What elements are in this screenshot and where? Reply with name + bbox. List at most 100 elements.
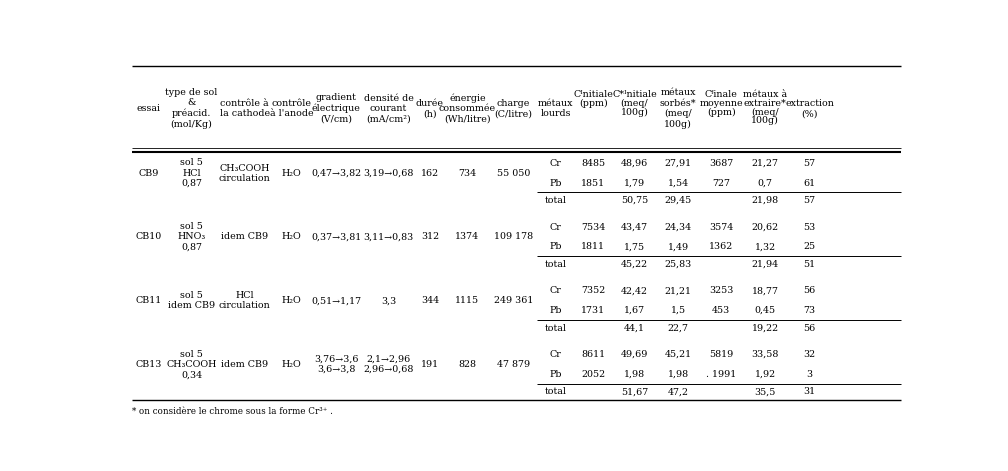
Text: H₂O: H₂O — [282, 360, 301, 369]
Text: 50,75: 50,75 — [621, 196, 648, 205]
Text: 56: 56 — [803, 324, 815, 333]
Text: 0,45: 0,45 — [754, 306, 775, 315]
Text: HCl
circulation: HCl circulation — [219, 291, 270, 310]
Text: Pb: Pb — [549, 370, 561, 379]
Text: 344: 344 — [420, 296, 438, 305]
Text: durée
(h): durée (h) — [416, 99, 444, 118]
Text: 2,1→2,96
2,96→0,68: 2,1→2,96 2,96→0,68 — [363, 355, 413, 374]
Text: 8611: 8611 — [581, 350, 605, 359]
Text: 51,67: 51,67 — [621, 387, 648, 396]
Text: 727: 727 — [713, 179, 730, 188]
Text: 73: 73 — [803, 306, 815, 315]
Text: 21,98: 21,98 — [751, 196, 778, 205]
Text: métaux à: métaux à — [743, 90, 787, 99]
Text: contrôle à
la cathode: contrôle à la cathode — [220, 99, 270, 118]
Text: CB11: CB11 — [135, 296, 161, 305]
Text: sol 5
idem CB9: sol 5 idem CB9 — [168, 291, 215, 310]
Text: 24,34: 24,34 — [664, 222, 691, 232]
Text: Cᴵnitiale: Cᴵnitiale — [574, 90, 613, 99]
Text: (meq/: (meq/ — [751, 108, 779, 117]
Text: 1,49: 1,49 — [667, 243, 688, 252]
Text: 61: 61 — [803, 179, 815, 188]
Text: total: total — [544, 196, 566, 205]
Text: 42,42: 42,42 — [621, 286, 648, 295]
Text: 48,96: 48,96 — [621, 159, 648, 168]
Text: extraction
(%): extraction (%) — [785, 99, 834, 118]
Text: 3687: 3687 — [710, 159, 734, 168]
Text: 20,62: 20,62 — [751, 222, 778, 232]
Text: H₂O: H₂O — [282, 233, 301, 242]
Text: Pb: Pb — [549, 306, 561, 315]
Text: 33,58: 33,58 — [751, 350, 779, 359]
Text: 0,7: 0,7 — [758, 179, 772, 188]
Text: sol 5
HNO₃
0,87: sol 5 HNO₃ 0,87 — [177, 222, 206, 252]
Text: 55 050: 55 050 — [497, 169, 530, 178]
Text: total: total — [544, 387, 566, 396]
Text: 7352: 7352 — [581, 286, 605, 295]
Text: 453: 453 — [712, 306, 731, 315]
Text: 19,22: 19,22 — [751, 324, 778, 333]
Text: 1115: 1115 — [456, 296, 480, 305]
Text: métaux
sorbés*
(meq/
100g): métaux sorbés* (meq/ 100g) — [660, 89, 697, 129]
Text: 3,76→3,6
3,6→3,8: 3,76→3,6 3,6→3,8 — [313, 355, 359, 374]
Text: CH₃COOH
circulation: CH₃COOH circulation — [219, 163, 270, 183]
Text: 1374: 1374 — [456, 233, 480, 242]
Text: Cr: Cr — [549, 159, 561, 168]
Text: 45,21: 45,21 — [664, 350, 691, 359]
Text: 3,11→0,83: 3,11→0,83 — [363, 233, 413, 242]
Text: charge
(C/litre): charge (C/litre) — [495, 99, 532, 118]
Text: 47,2: 47,2 — [668, 387, 688, 396]
Text: 45,22: 45,22 — [621, 260, 648, 269]
Text: 312: 312 — [420, 233, 438, 242]
Text: (ppm): (ppm) — [707, 108, 736, 117]
Text: * on considère le chrome sous la forme Cr³⁺ .: * on considère le chrome sous la forme C… — [132, 406, 333, 415]
Text: 1,98: 1,98 — [624, 370, 645, 379]
Text: C*ᴵnitiale: C*ᴵnitiale — [612, 90, 657, 99]
Text: 47 879: 47 879 — [497, 360, 530, 369]
Text: 828: 828 — [459, 360, 477, 369]
Text: 27,91: 27,91 — [664, 159, 691, 168]
Text: 43,47: 43,47 — [621, 222, 648, 232]
Text: 191: 191 — [420, 360, 438, 369]
Text: idem CB9: idem CB9 — [221, 360, 268, 369]
Text: CB9: CB9 — [138, 169, 159, 178]
Text: Pb: Pb — [549, 179, 561, 188]
Text: 51: 51 — [803, 260, 815, 269]
Text: contrôle
à l'anode: contrôle à l'anode — [270, 99, 313, 118]
Text: (meq/: (meq/ — [621, 99, 648, 108]
Text: 734: 734 — [459, 169, 477, 178]
Text: 31: 31 — [803, 387, 815, 396]
Text: Cr: Cr — [549, 286, 561, 295]
Text: Cr: Cr — [549, 350, 561, 359]
Text: 3253: 3253 — [709, 286, 734, 295]
Text: (ppm): (ppm) — [579, 99, 608, 108]
Text: CB13: CB13 — [135, 360, 162, 369]
Text: 1,67: 1,67 — [624, 306, 645, 315]
Text: 57: 57 — [803, 196, 815, 205]
Text: 18,77: 18,77 — [752, 286, 778, 295]
Text: 1,75: 1,75 — [624, 243, 645, 252]
Text: 0,37→3,81: 0,37→3,81 — [311, 233, 361, 242]
Text: extraire*: extraire* — [744, 99, 786, 108]
Text: moyenne: moyenne — [700, 99, 743, 108]
Text: 100g): 100g) — [621, 108, 648, 117]
Text: 1731: 1731 — [581, 306, 605, 315]
Text: 109 178: 109 178 — [494, 233, 533, 242]
Text: 1,54: 1,54 — [667, 179, 688, 188]
Text: type de sol
&
préacid.
(mol/Kg): type de sol & préacid. (mol/Kg) — [165, 88, 218, 129]
Text: H₂O: H₂O — [282, 169, 301, 178]
Text: 35,5: 35,5 — [754, 387, 776, 396]
Text: total: total — [544, 260, 566, 269]
Text: 100g): 100g) — [751, 116, 779, 125]
Text: 1,5: 1,5 — [670, 306, 685, 315]
Text: 8485: 8485 — [581, 159, 605, 168]
Text: idem CB9: idem CB9 — [221, 233, 268, 242]
Text: 57: 57 — [803, 159, 815, 168]
Text: Cr: Cr — [549, 222, 561, 232]
Text: 29,45: 29,45 — [664, 196, 691, 205]
Text: 3,19→0,68: 3,19→0,68 — [363, 169, 413, 178]
Text: 25,83: 25,83 — [664, 260, 691, 269]
Text: 21,21: 21,21 — [665, 286, 691, 295]
Text: 1,92: 1,92 — [754, 370, 775, 379]
Text: total: total — [544, 324, 566, 333]
